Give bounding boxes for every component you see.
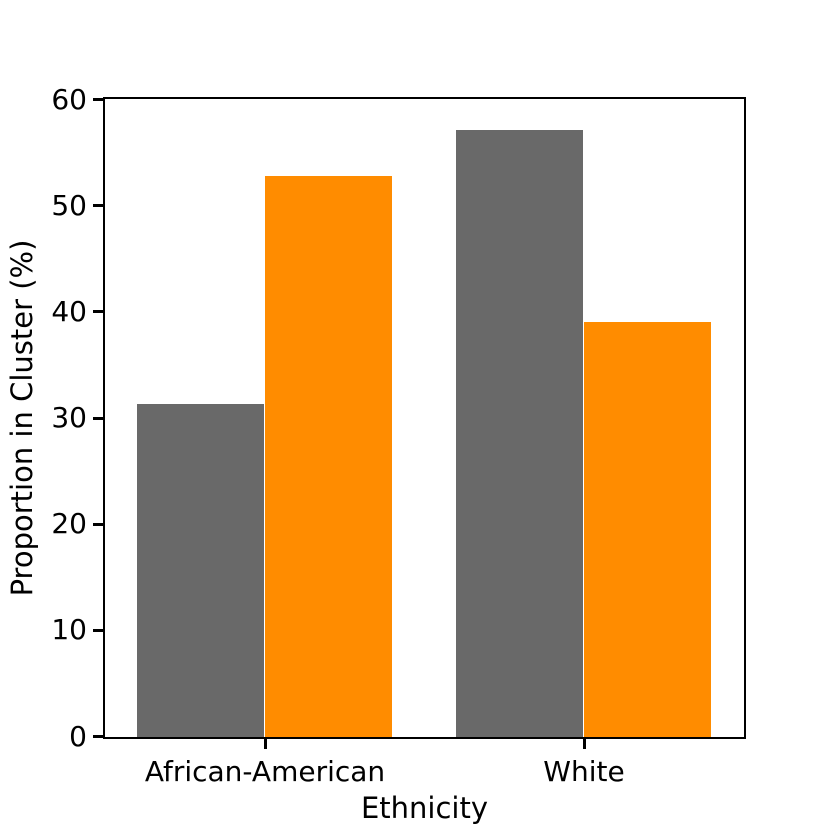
x-tick-label-african-american: African-American <box>144 755 386 788</box>
x-axis-tick <box>582 739 586 749</box>
y-axis-tick <box>93 522 103 526</box>
y-tick-label: 20 <box>51 507 87 541</box>
bar-gray-cluster-african-american <box>136 403 265 737</box>
plot-area <box>103 97 746 739</box>
y-tick-label: 10 <box>51 613 87 647</box>
bar-gray-cluster-white <box>455 129 584 737</box>
y-tick-label: 50 <box>51 188 87 222</box>
y-tick-label: 40 <box>51 294 87 328</box>
x-axis-label: Ethnicity <box>360 791 489 825</box>
x-tick-label-white: White <box>543 755 625 788</box>
y-axis-tick <box>93 98 103 101</box>
y-axis-tick <box>93 628 103 632</box>
y-tick-label: 0 <box>69 719 87 753</box>
y-tick-label: 60 <box>51 82 87 116</box>
bar-orange-cluster-african-american <box>264 176 393 737</box>
y-axis-tick <box>93 310 103 314</box>
y-axis-tick <box>93 416 103 420</box>
y-axis-tick <box>93 204 103 208</box>
bar-orange-cluster-white <box>583 321 712 737</box>
y-axis-tick <box>93 735 103 738</box>
x-axis-tick <box>263 739 267 749</box>
y-tick-label: 30 <box>51 401 87 434</box>
